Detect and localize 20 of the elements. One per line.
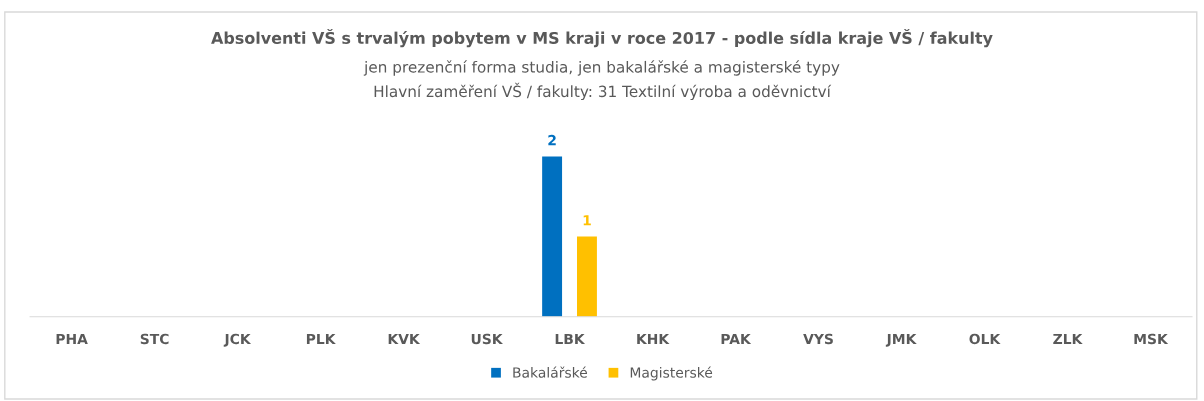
legend-label: Magisterské <box>630 366 713 381</box>
x-tick-label: PAK <box>721 333 752 345</box>
x-tick-label: PLK <box>306 333 336 345</box>
x-tick-label: STC <box>140 333 169 345</box>
chart-subtitle: jen prezenční forma studia, jen bakalářské a magisterské typy Hlavní zaměření VŠ / fakulty: 31 Textilní výroba a oděvnictví <box>363 60 840 101</box>
x-tick-label: KHK <box>637 333 670 345</box>
x-tick-label: VYS <box>803 333 833 345</box>
data-label: 1 <box>583 215 591 226</box>
x-tick-label: MSK <box>1134 333 1169 345</box>
x-tick-label: JMK <box>885 333 917 347</box>
legend-label: Bakalářské <box>513 366 588 378</box>
x-tick-label: KVK <box>388 333 421 345</box>
x-tick-label: OLK <box>969 333 1001 345</box>
x-tick-label: ZLK <box>1053 333 1083 345</box>
x-tick-label: USK <box>471 333 503 345</box>
chart-title: Absolventi VŠ s trvalým pobytem v MS kraji v roce 2017 - podle sídla kraje VŠ / fakulty <box>211 28 993 48</box>
x-tick-label: LBK <box>555 333 586 345</box>
x-tick-label: JCK <box>223 333 252 347</box>
data-label: 2 <box>548 134 556 146</box>
x-tick-label: PHA <box>56 333 88 345</box>
